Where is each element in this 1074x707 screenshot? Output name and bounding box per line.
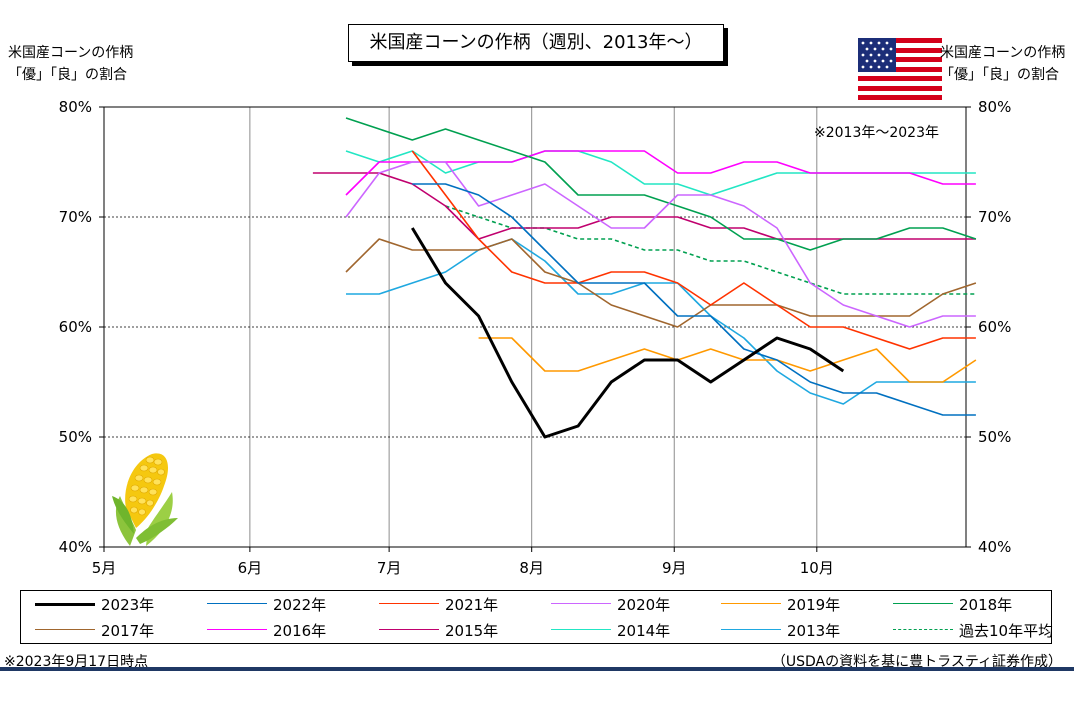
corn-icon: [112, 453, 178, 546]
legend-swatch: [893, 625, 953, 635]
legend-label: 2013年: [787, 621, 841, 640]
series-line-2020年: [345, 161, 976, 328]
x-tick-label: 6月: [238, 559, 263, 577]
y-tick-label-right: 70%: [978, 208, 1011, 226]
x-tick-label: 8月: [519, 559, 544, 577]
legend-item: 2018年: [893, 591, 1012, 617]
legend-swatch: [35, 625, 95, 635]
y-tick-label-right: 80%: [978, 98, 1011, 116]
legend-label: 過去10年平均: [959, 621, 1054, 640]
period-note: ※2013年～2023年: [814, 125, 939, 141]
legend-swatch: [893, 599, 953, 609]
legend-item: 2014年: [551, 617, 670, 643]
legend-label: 2018年: [959, 595, 1013, 614]
series-line-2023年: [411, 227, 845, 439]
legend: 2023年 2022年 2021年 2020年 2019年 2018年 2017年 2016年…: [20, 590, 1053, 644]
legend-label: 2019年: [787, 595, 841, 614]
legend-swatch: [379, 625, 439, 635]
legend-swatch: [721, 599, 781, 609]
legend-swatch: [207, 599, 267, 609]
series-line-2016年: [345, 150, 976, 196]
series-line-2018年: [345, 117, 977, 251]
series-line-2022年: [412, 183, 976, 416]
chart-title: 米国産コーンの作柄（週別、2013年～）: [348, 24, 724, 62]
legend-label: 2023年: [101, 595, 155, 614]
legend-swatch: [551, 625, 611, 635]
series-line-2021年: [411, 150, 976, 350]
legend-item: 2017年: [35, 617, 154, 643]
legend-label: 2014年: [617, 621, 671, 640]
legend-swatch: [721, 625, 781, 635]
y-tick-label-left: 70%: [59, 208, 92, 226]
legend-item: 2022年: [207, 591, 326, 617]
legend-item: 2016年: [207, 617, 326, 643]
x-tick-label: 7月: [377, 559, 402, 577]
legend-item: 2013年: [721, 617, 840, 643]
y-axis-title-left: 米国産コーンの作柄 「優」「良」の割合: [8, 42, 133, 86]
legend-swatch: [207, 625, 267, 635]
y-axis-title-left-line2: 「優」「良」の割合: [8, 67, 127, 83]
legend-item: 2023年: [35, 591, 154, 617]
legend-swatch: [551, 599, 611, 609]
y-tick-label-left: 50%: [59, 428, 92, 446]
as-of-note: ※2023年9月17日時点: [4, 654, 149, 670]
source-note: （USDAの資料を基に豊トラスティ証券作成）: [771, 654, 1062, 670]
legend-label: 2016年: [273, 621, 327, 640]
legend-item: 2015年: [379, 617, 498, 643]
y-axis-title-right: 米国産コーンの作柄 「優」「良」の割合: [940, 42, 1065, 86]
legend-item: 2021年: [379, 591, 498, 617]
legend-item: 2020年: [551, 591, 670, 617]
legend-label: 2015年: [445, 621, 499, 640]
y-tick-label-right: 50%: [978, 428, 1011, 446]
bottom-rule: [0, 667, 1074, 671]
x-tick-label: 9月: [662, 559, 687, 577]
us-flag-icon: [858, 38, 942, 100]
y-tick-label-right: 40%: [978, 538, 1011, 556]
series-line-2019年: [478, 337, 977, 383]
x-tick-label: 10月: [800, 559, 834, 577]
y-tick-label-left: 80%: [59, 98, 92, 116]
y-axis-title-right-line2: 「優」「良」の割合: [940, 67, 1059, 83]
series-line-2013年: [346, 238, 976, 405]
x-tick-label: 5月: [92, 559, 117, 577]
legend-item: 過去10年平均: [893, 617, 1053, 643]
y-axis-title-left-line1: 米国産コーンの作柄: [8, 45, 134, 61]
legend-label: 2020年: [617, 595, 671, 614]
y-axis-title-right-line1: 米国産コーンの作柄: [940, 45, 1066, 61]
legend-item: 2019年: [721, 591, 840, 617]
legend-label: 2021年: [445, 595, 499, 614]
y-tick-label-left: 40%: [59, 538, 92, 556]
y-tick-label-left: 60%: [59, 318, 92, 336]
y-tick-label-right: 60%: [978, 318, 1011, 336]
legend-label: 2017年: [101, 621, 155, 640]
legend-label: 2022年: [273, 595, 327, 614]
legend-swatch: [35, 599, 95, 609]
series-line-2017年: [345, 238, 977, 328]
legend-swatch: [379, 599, 439, 609]
